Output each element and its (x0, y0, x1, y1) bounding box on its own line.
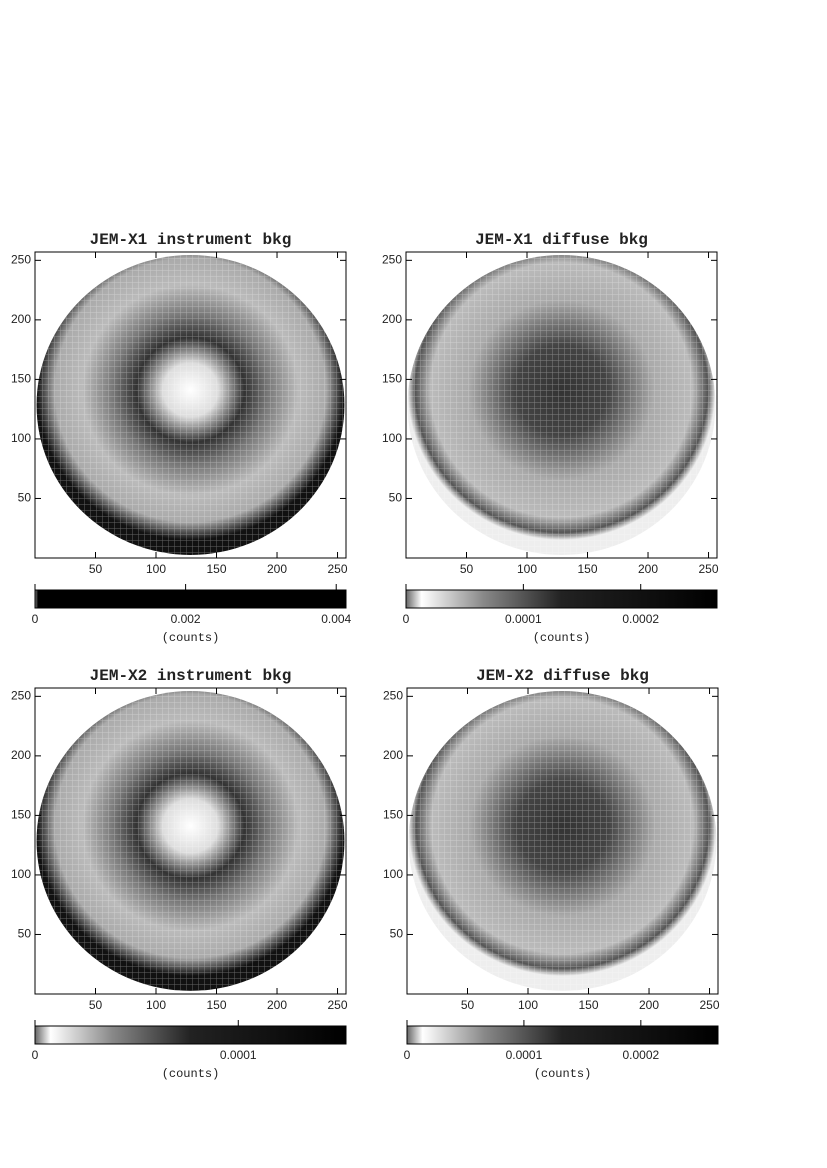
pixel-grid (36, 691, 345, 991)
panel-title: JEM-X2 instrument bkg (90, 667, 292, 685)
colorbar-tick-label: 0 (32, 612, 39, 626)
x-tick-label: 50 (89, 998, 103, 1012)
x-tick-label: 100 (518, 998, 538, 1012)
x-tick-label: 200 (267, 562, 287, 576)
panel-title: JEM-X1 instrument bkg (90, 231, 292, 249)
colorbar-label: (counts) (533, 631, 591, 645)
plot-frame (405, 251, 718, 559)
x-tick-label: 150 (207, 998, 227, 1012)
colorbar-tick-label: 0.0002 (622, 612, 659, 626)
panel-title: JEM-X1 diffuse bkg (475, 231, 648, 249)
y-tick-label: 200 (383, 748, 403, 762)
y-tick-label: 250 (11, 689, 31, 703)
colorbar-label: (counts) (162, 1067, 220, 1081)
colorbar (405, 589, 718, 609)
y-tick-label: 250 (11, 253, 31, 267)
pixel-grid (408, 691, 717, 991)
x-tick-label: 100 (517, 562, 537, 576)
x-tick-label: 150 (579, 998, 599, 1012)
x-tick-label: 250 (328, 998, 348, 1012)
colorbar-tick-label: 0 (403, 612, 410, 626)
colorbar-tick-label: 0 (404, 1048, 411, 1062)
y-tick-label: 50 (18, 927, 32, 941)
x-tick-label: 50 (89, 562, 103, 576)
y-tick-label: 100 (11, 867, 31, 881)
colorbar (34, 589, 347, 609)
x-tick-label: 250 (328, 562, 348, 576)
x-tick-label: 50 (460, 562, 474, 576)
y-tick-label: 150 (382, 372, 402, 386)
colorbar (406, 1025, 719, 1045)
y-tick-label: 200 (11, 748, 31, 762)
x-tick-label: 100 (146, 998, 166, 1012)
y-tick-label: 200 (11, 312, 31, 326)
y-tick-label: 150 (11, 808, 31, 822)
x-tick-label: 100 (146, 562, 166, 576)
y-tick-label: 100 (382, 431, 402, 445)
x-tick-label: 150 (207, 562, 227, 576)
y-tick-label: 50 (18, 491, 32, 505)
colorbar-label: (counts) (162, 631, 220, 645)
pixel-grid (36, 255, 345, 555)
y-tick-label: 150 (383, 808, 403, 822)
colorbar-label: (counts) (534, 1067, 592, 1081)
pixel-grid (407, 255, 716, 555)
colorbar-tick-label: 0.002 (171, 612, 201, 626)
y-tick-label: 150 (11, 372, 31, 386)
x-tick-label: 50 (461, 998, 475, 1012)
y-tick-label: 100 (383, 867, 403, 881)
colorbar-tick-label: 0.004 (321, 612, 351, 626)
y-tick-label: 250 (382, 253, 402, 267)
x-tick-label: 250 (700, 998, 720, 1012)
x-tick-label: 200 (639, 998, 659, 1012)
y-tick-label: 200 (382, 312, 402, 326)
plot-frame (34, 687, 347, 995)
x-tick-label: 200 (638, 562, 658, 576)
y-tick-label: 250 (383, 689, 403, 703)
colorbar-tick-label: 0 (32, 1048, 39, 1062)
x-tick-label: 150 (578, 562, 598, 576)
colorbar-tick-label: 0.0002 (622, 1048, 659, 1062)
y-tick-label: 100 (11, 431, 31, 445)
x-tick-label: 200 (267, 998, 287, 1012)
y-tick-label: 50 (390, 927, 404, 941)
plot-frame (34, 251, 347, 559)
panel-title: JEM-X2 diffuse bkg (476, 667, 649, 685)
colorbar-tick-label: 0.0001 (505, 612, 542, 626)
colorbar-tick-label: 0.0001 (220, 1048, 257, 1062)
y-tick-label: 50 (389, 491, 403, 505)
colorbar (34, 1025, 347, 1045)
x-tick-label: 250 (699, 562, 719, 576)
colorbar-tick-label: 0.0001 (506, 1048, 543, 1062)
plot-frame (406, 687, 719, 995)
